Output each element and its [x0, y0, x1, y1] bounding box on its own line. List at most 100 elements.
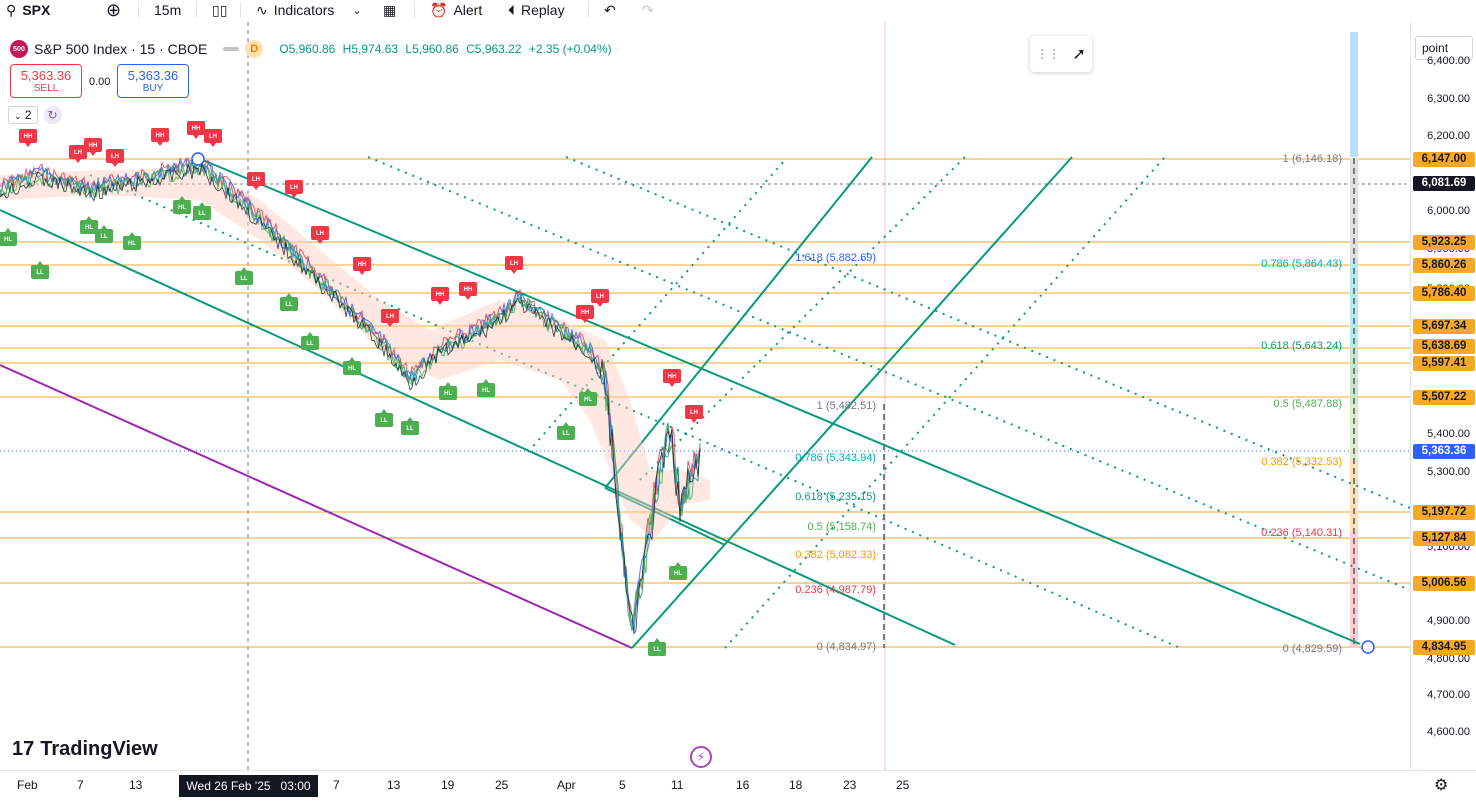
svg-text:LL: LL: [100, 234, 108, 240]
fib-left-label: 0.236 (4,987.79): [795, 584, 876, 596]
price-tag: 5,597.41: [1413, 356, 1475, 371]
indicators-toggle[interactable]: ⌄ 2 ↻: [8, 106, 62, 124]
symbol-title[interactable]: S&P 500 Index · 15 · CBOE: [34, 41, 208, 57]
pivot-high-marker: HH: [151, 128, 169, 146]
redo-button[interactable]: ↷: [642, 0, 654, 20]
alert-button[interactable]: ⏰ Alert: [430, 0, 482, 20]
pivot-low-marker: LL: [95, 225, 113, 243]
pivot-high-marker: HH: [353, 257, 371, 275]
buy-label: BUY: [142, 83, 164, 94]
price-tag: 5,507.22: [1413, 390, 1475, 405]
pivot-high-marker: HH: [459, 282, 477, 300]
time-highlight: Wed 26 Feb '25 03:00: [179, 775, 318, 797]
channel-upper-dotted-2: [565, 156, 1410, 509]
pivot-low-marker: LL: [648, 638, 666, 656]
price-tick: 4,700.00: [1427, 689, 1470, 701]
svg-text:HH: HH: [192, 126, 201, 132]
pivot-high-marker: LH: [505, 256, 523, 274]
compare-symbol-button[interactable]: ⊕: [106, 0, 121, 20]
pivot-low-marker: LL: [280, 293, 298, 311]
alarm-icon: ⏰: [430, 1, 448, 18]
fib-labels: 1.618 (5,882.69) 1 (5,482.51) 0.786 (5,343…: [795, 153, 1342, 655]
time-tick: 5: [619, 778, 626, 792]
price-tick: 6,000.00: [1427, 205, 1470, 217]
data-delay-badge[interactable]: D: [245, 40, 264, 58]
chevron-down-icon: ⌄: [352, 4, 362, 17]
fib-left-label: 0.382 (5,082.33): [795, 549, 876, 561]
grid-icon: ▦: [383, 1, 397, 18]
tv-logo-icon: 17: [12, 738, 35, 760]
layouts-button[interactable]: ▦: [383, 0, 396, 20]
pivot-low-marker: HL: [0, 228, 17, 246]
floating-drawing-toolbar[interactable]: ⋮⋮ ➚: [1030, 36, 1092, 72]
pivot-high-marker: LH: [69, 145, 87, 163]
pivot-high-marker: LH: [106, 149, 124, 167]
settings-gear-icon[interactable]: ⚙: [1434, 777, 1449, 794]
svg-text:HL: HL: [85, 225, 93, 231]
unit-label[interactable]: point: [1415, 36, 1473, 60]
sell-button[interactable]: 5,363.36 SELL: [10, 64, 82, 98]
fib-bar-top: [1350, 32, 1358, 157]
price-tag: 6,081.69: [1413, 176, 1475, 191]
pivot-high-marker: LH: [247, 172, 265, 190]
indicator-count[interactable]: ⌄ 2: [8, 106, 38, 124]
fib-right-label: 1 (6,146.18): [1283, 153, 1342, 165]
price-series: [0, 154, 701, 635]
time-axis[interactable]: Wed 26 Feb '25 03:00 ⚙ Feb 7 13 7 13 19 25 Apr 5…: [0, 770, 1476, 802]
svg-text:LH: LH: [510, 261, 518, 267]
pivot-low-marker: HL: [123, 232, 141, 250]
drawing-anchor-start[interactable]: [191, 152, 205, 166]
time-tick: 19: [441, 778, 455, 792]
ohlc-close: C5,963.22: [466, 42, 522, 56]
svg-text:HH: HH: [156, 133, 165, 139]
drag-handle-icon[interactable]: ⋮⋮: [1036, 47, 1061, 61]
chart-canvas[interactable]: HH LH HH LH HH HH LH LH LH LH HH LH HH HH LH HH LH HH LH HL…: [0, 22, 1410, 770]
price-axis[interactable]: point 6,400.00 6,300.00 6,200.00 6,000.00 5,…: [1410, 22, 1476, 770]
pivot-low-marker: HL: [477, 379, 495, 397]
svg-text:HL: HL: [444, 391, 452, 397]
pivot-low-marker: LL: [31, 261, 49, 279]
svg-text:HH: HH: [24, 134, 33, 140]
trendline-icon[interactable]: ➚: [1072, 46, 1086, 63]
svg-text:LL: LL: [198, 211, 206, 217]
svg-text:LH: LH: [111, 154, 119, 160]
price-tick: 6,200.00: [1427, 130, 1470, 142]
svg-text:LL: LL: [285, 302, 293, 308]
price-tick: 4,900.00: [1427, 615, 1470, 627]
undo-button[interactable]: ↶: [604, 0, 616, 20]
chart-pane[interactable]: HH LH HH LH HH HH LH LH LH LH HH LH HH HH LH HH LH HH LH HL…: [0, 22, 1410, 770]
pivot-high-marker: HH: [431, 287, 449, 305]
chart-legend: 500 S&P 500 Index · 15 · CBOE D O5,960.8…: [10, 40, 616, 58]
pivot-high-marker: HH: [19, 129, 37, 147]
svg-text:LH: LH: [386, 314, 394, 320]
spread-value: 0.00: [89, 76, 111, 88]
time-tick: 13: [387, 778, 401, 792]
redo-icon: ↷: [642, 1, 654, 18]
fib-right-label: 0.236 (5,140.31): [1261, 527, 1342, 539]
channel-upper-dotted-1: [367, 156, 1410, 591]
price-tag: 5,006.56: [1413, 576, 1475, 591]
svg-text:HH: HH: [436, 292, 445, 298]
indicators-button[interactable]: ∿ Indicators ⌄: [256, 0, 362, 20]
indicators-icon: ∿: [256, 1, 268, 18]
svg-text:LH: LH: [252, 177, 260, 183]
time-tick: 25: [896, 778, 910, 792]
price-tick: 6,400.00: [1427, 55, 1470, 67]
price-tag: 5,860.26: [1413, 258, 1475, 273]
replay-button[interactable]: ⏴ Replay: [508, 0, 565, 20]
rising-line-2: [604, 156, 873, 489]
channel-upper: [197, 157, 1361, 645]
refresh-icon[interactable]: ↻: [43, 106, 62, 124]
buy-button[interactable]: 5,363.36 BUY: [117, 64, 189, 98]
svg-text:LH: LH: [316, 231, 324, 237]
drawing-anchor-end[interactable]: [1361, 640, 1375, 654]
symbol-search[interactable]: ⚲ SPX: [6, 0, 50, 20]
svg-text:LL: LL: [36, 270, 44, 276]
interval-button[interactable]: 15m: [154, 2, 182, 18]
pivot-high-marker: HH: [663, 369, 681, 387]
flash-icon[interactable]: ⚡: [690, 746, 712, 768]
price-tag: 5,638.69: [1413, 339, 1475, 354]
time-tick: 16: [736, 778, 750, 792]
chart-type-button[interactable]: ▯▯: [212, 0, 227, 20]
svg-text:HL: HL: [128, 241, 136, 247]
